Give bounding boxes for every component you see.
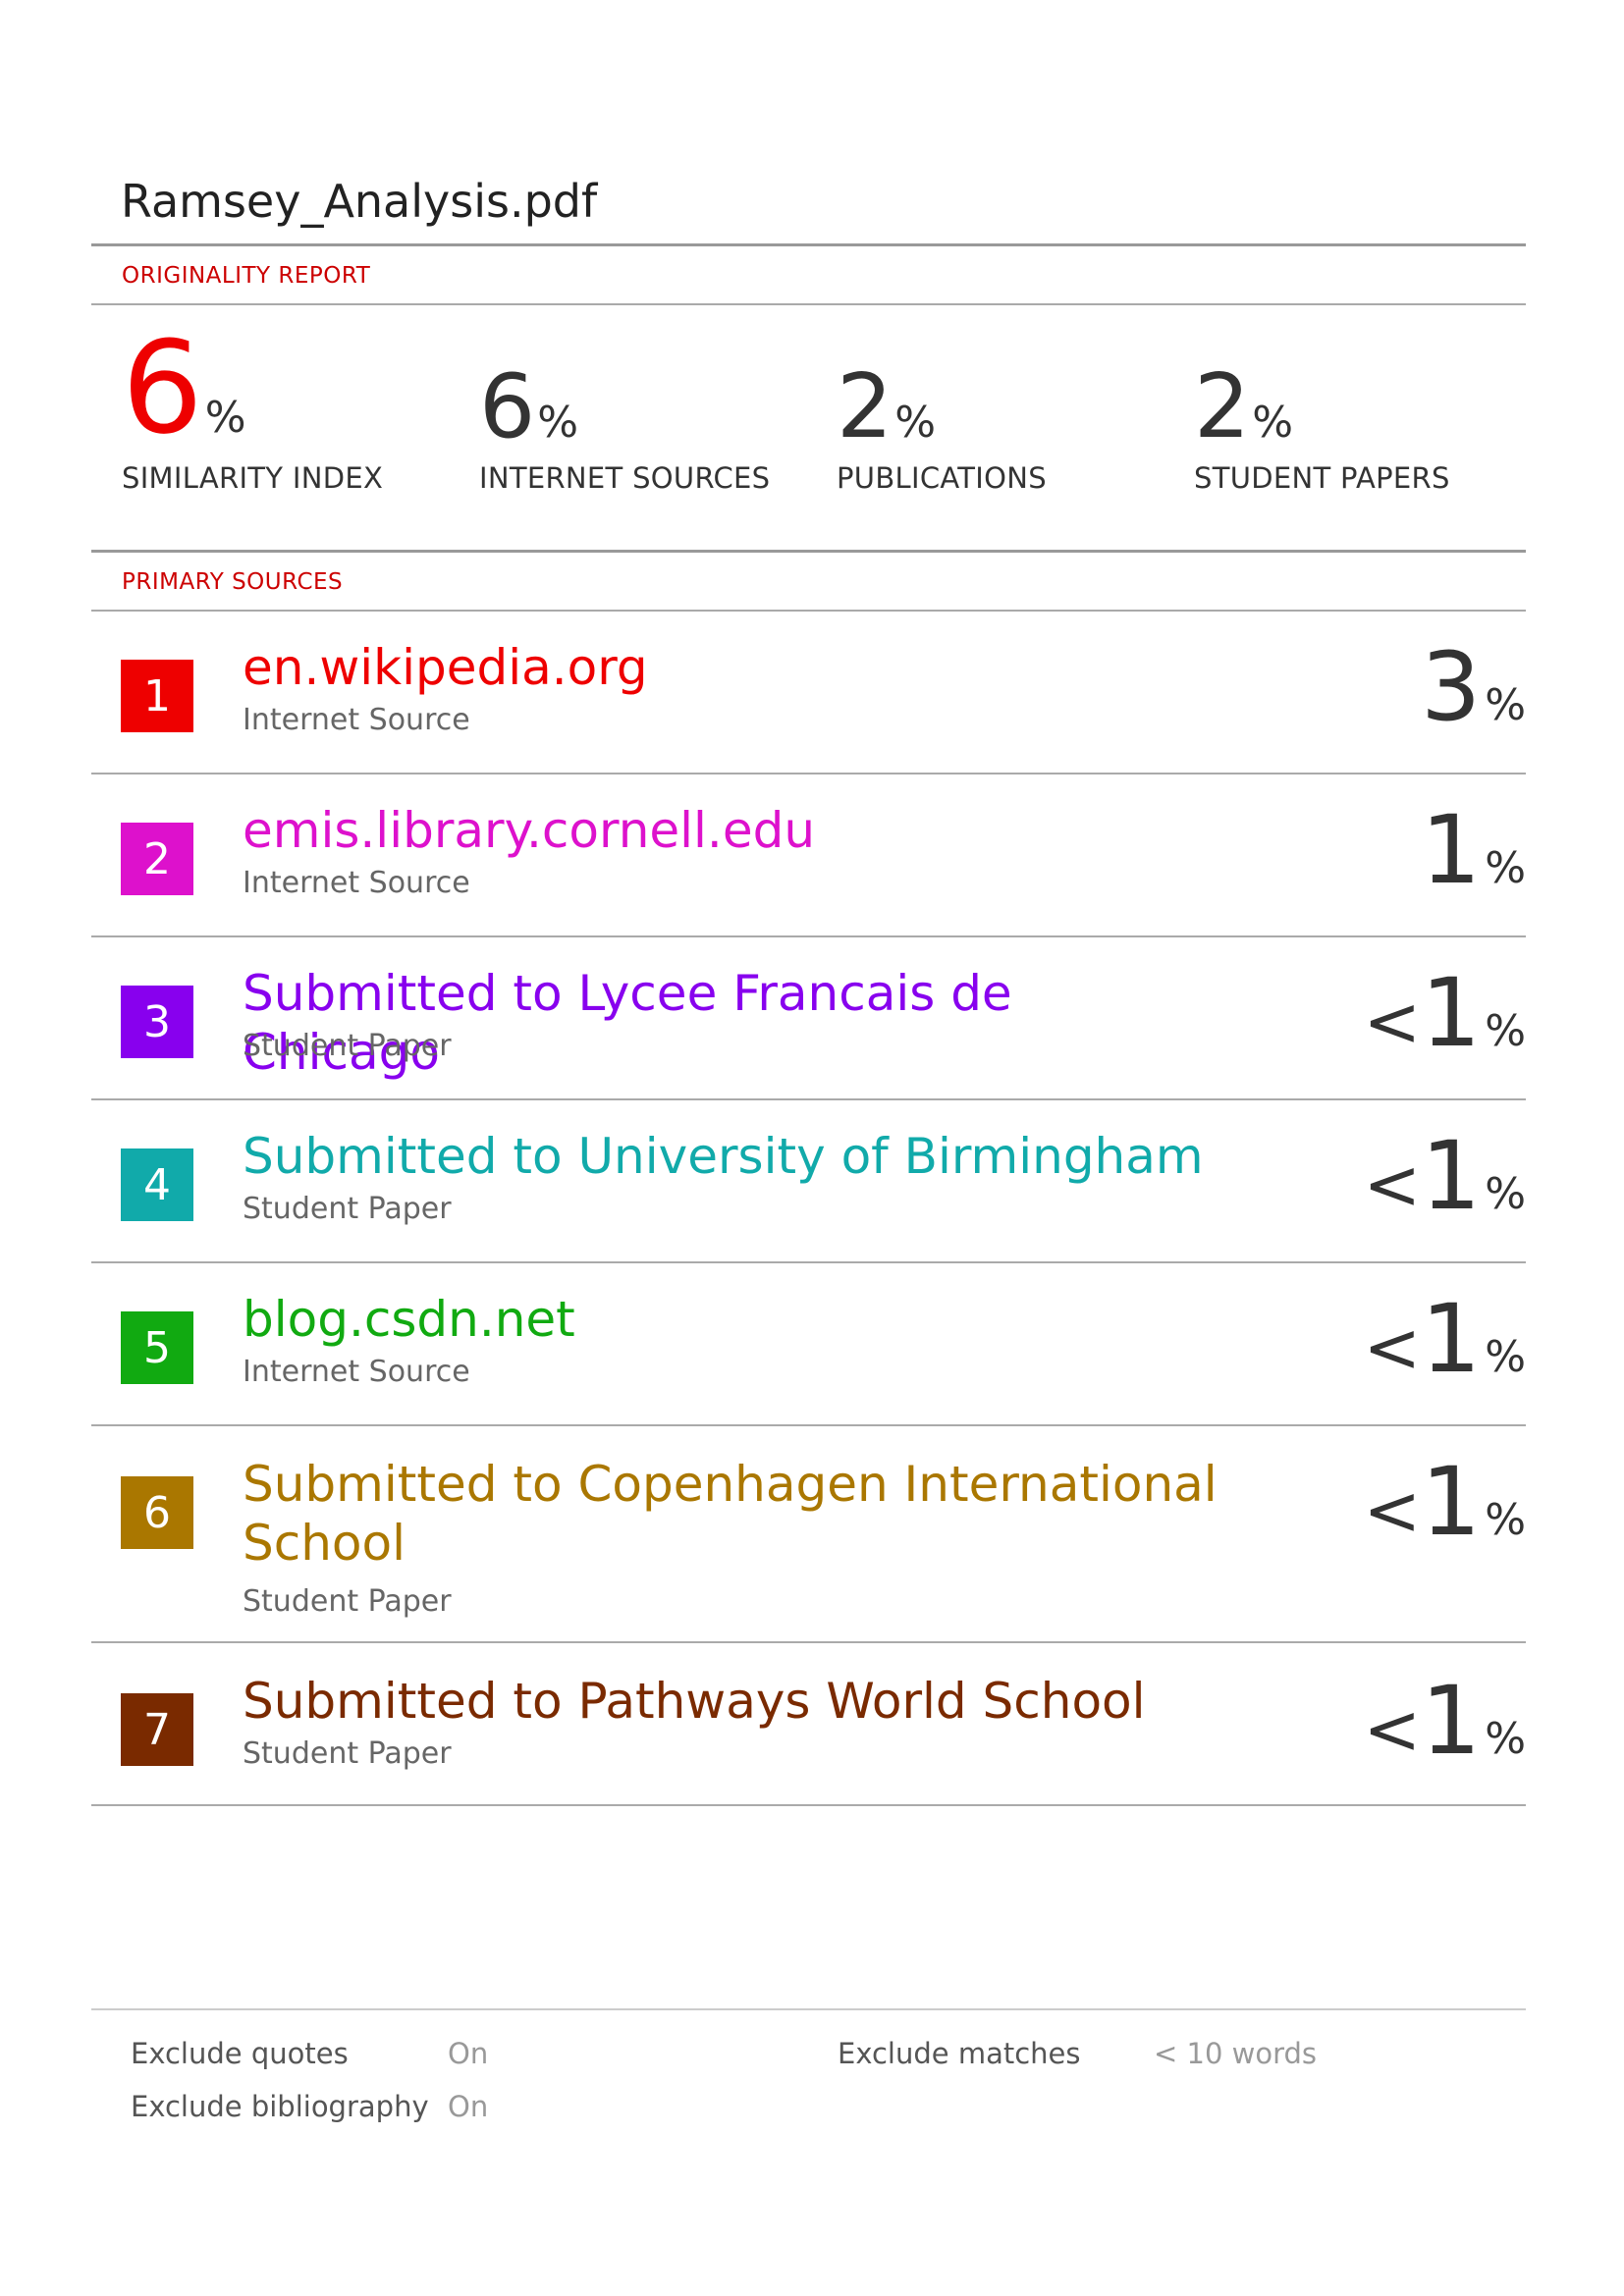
originality-report-label: ORIGINALITY REPORT <box>122 263 371 289</box>
source-row-3: 3 Submitted to Lycee Francais de Chicago… <box>91 936 1526 1099</box>
source-match-percent: 3 % <box>1421 640 1526 734</box>
source-type: Internet Source <box>243 866 470 900</box>
source-rank-badge: 2 <box>121 823 193 895</box>
source-title[interactable]: Submitted to Pathways World School <box>243 1673 1146 1730</box>
source-match-percent: < 1 % <box>1363 1674 1526 1768</box>
row-divider <box>91 1641 1526 1643</box>
percent-sign: % <box>1485 1714 1526 1764</box>
less-than-sign: < <box>1363 1470 1422 1551</box>
stat-value: 6 <box>122 313 203 462</box>
source-match-percent: < 1 % <box>1363 1129 1526 1223</box>
stat-percent-sign: % <box>537 398 579 448</box>
stat-percent-sign: % <box>204 393 246 443</box>
percent-sign: % <box>1485 1332 1526 1382</box>
less-than-sign: < <box>1363 1689 1422 1770</box>
source-type: Student Paper <box>243 1029 452 1063</box>
primary-sources-label: PRIMARY SOURCES <box>122 569 344 595</box>
percent-sign: % <box>1485 680 1526 730</box>
stat-percent-sign: % <box>894 398 937 448</box>
stat-publications: 2 % PUBLICATIONS <box>837 324 1047 496</box>
exclude-quotes-value: On <box>448 2037 489 2070</box>
source-row-6: 6 Submitted to Copenhagen International … <box>91 1425 1526 1642</box>
source-type: Student Paper <box>243 1584 452 1619</box>
row-divider <box>91 1261 1526 1263</box>
source-rank-badge: 7 <box>121 1693 193 1766</box>
percent-sign: % <box>1485 1169 1526 1219</box>
source-title[interactable]: Submitted to University of Birmingham <box>243 1128 1204 1185</box>
stat-value: 2 <box>837 355 893 458</box>
row-divider <box>91 1098 1526 1100</box>
source-rank-badge: 6 <box>121 1476 193 1549</box>
source-rank-badge: 4 <box>121 1148 193 1221</box>
match-value: 1 <box>1421 795 1482 905</box>
source-row-7: 7 Submitted to Pathways World School Stu… <box>91 1642 1526 1805</box>
source-title[interactable]: emis.library.cornell.edu <box>243 802 816 859</box>
row-divider <box>91 935 1526 937</box>
match-value: 1 <box>1421 1447 1482 1557</box>
stat-percent-sign: % <box>1252 398 1294 448</box>
footer-divider <box>91 2008 1526 2010</box>
source-title[interactable]: Submitted to Lycee Francais de Chicago <box>243 965 1012 1081</box>
source-row-1: 1 en.wikipedia.org Internet Source 3 % <box>91 611 1526 774</box>
source-title[interactable]: en.wikipedia.org <box>243 639 648 696</box>
source-row-2: 2 emis.library.cornell.edu Internet Sour… <box>91 774 1526 936</box>
title-divider <box>91 243 1526 246</box>
match-value: 1 <box>1421 958 1482 1068</box>
document-title: Ramsey_Analysis.pdf <box>121 175 598 228</box>
exclude-matches-label: Exclude matches <box>838 2037 1081 2070</box>
stat-student-papers: 2 % STUDENT PAPERS <box>1194 324 1450 496</box>
source-match-percent: < 1 % <box>1363 1292 1526 1386</box>
stat-label: PUBLICATIONS <box>837 461 1047 495</box>
exclude-bibliography-label: Exclude bibliography <box>131 2090 429 2123</box>
stat-similarity-index: 6 % SIMILARITY INDEX <box>122 324 383 495</box>
stat-label: SIMILARITY INDEX <box>122 461 384 495</box>
source-type: Internet Source <box>243 1355 470 1389</box>
match-value: 1 <box>1421 1284 1482 1394</box>
stat-label: STUDENT PAPERS <box>1194 461 1450 495</box>
row-divider <box>91 1424 1526 1426</box>
exclude-matches-value: < 10 words <box>1154 2037 1318 2070</box>
row-divider <box>91 773 1526 774</box>
source-type: Internet Source <box>243 703 470 737</box>
exclude-bibliography-value: On <box>448 2090 489 2123</box>
less-than-sign: < <box>1363 1145 1422 1225</box>
less-than-sign: < <box>1363 1308 1422 1388</box>
row-divider <box>91 1804 1526 1806</box>
source-type: Student Paper <box>243 1192 452 1226</box>
source-match-percent: < 1 % <box>1363 966 1526 1060</box>
percent-sign: % <box>1485 843 1526 893</box>
report-divider <box>91 303 1526 305</box>
source-match-percent: < 1 % <box>1363 1455 1526 1549</box>
match-value: 1 <box>1421 1666 1482 1776</box>
stat-value: 6 <box>479 355 536 458</box>
less-than-sign: < <box>1363 982 1422 1062</box>
source-row-4: 4 Submitted to University of Birmingham … <box>91 1099 1526 1262</box>
stat-value: 2 <box>1194 355 1251 458</box>
stat-label: INTERNET SOURCES <box>479 461 771 495</box>
source-title[interactable]: blog.csdn.net <box>243 1291 575 1348</box>
percent-sign: % <box>1485 1495 1526 1545</box>
match-value: 1 <box>1421 1121 1482 1231</box>
source-rank-badge: 5 <box>121 1311 193 1384</box>
source-match-percent: 1 % <box>1421 803 1526 897</box>
stats-divider <box>91 550 1526 553</box>
source-rank-badge: 1 <box>121 660 193 732</box>
exclude-quotes-label: Exclude quotes <box>131 2037 349 2070</box>
match-value: 3 <box>1421 632 1482 742</box>
source-row-5: 5 blog.csdn.net Internet Source < 1 % <box>91 1262 1526 1425</box>
primary-divider <box>91 610 1526 612</box>
source-type: Student Paper <box>243 1736 452 1771</box>
percent-sign: % <box>1485 1006 1526 1056</box>
source-rank-badge: 3 <box>121 986 193 1058</box>
stat-internet-sources: 6 % INTERNET SOURCES <box>479 324 771 496</box>
source-title[interactable]: Submitted to Copenhagen International Sc… <box>243 1456 1218 1572</box>
